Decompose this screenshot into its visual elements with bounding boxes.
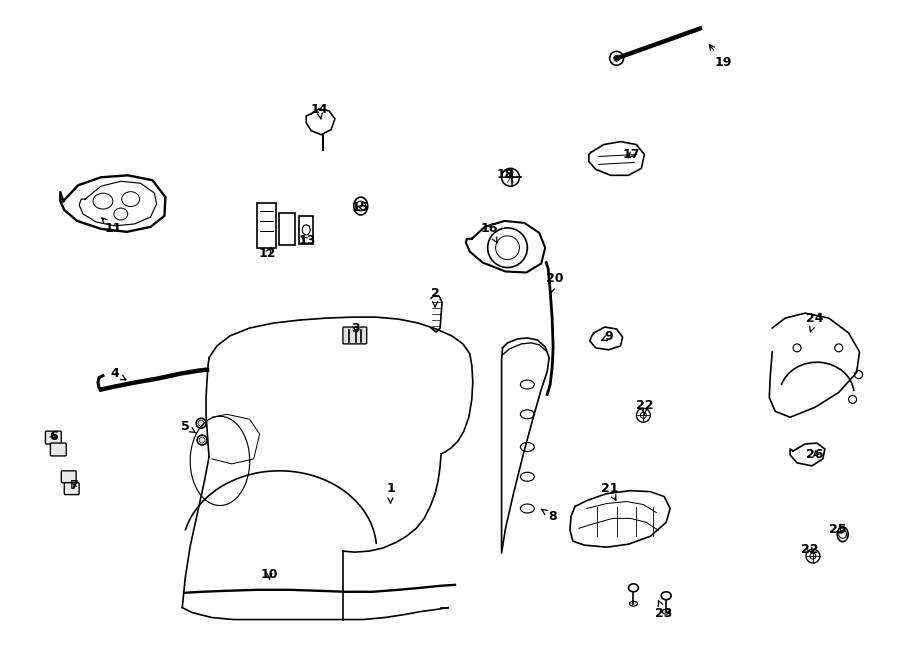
Text: 14: 14 [310,103,328,119]
Text: 15: 15 [352,200,370,214]
Bar [300,216,313,244]
Text: 12: 12 [259,247,276,260]
Circle shape [199,437,205,443]
Circle shape [614,56,619,61]
Text: 21: 21 [601,482,618,500]
FancyBboxPatch shape [64,483,79,494]
Text: 7: 7 [68,479,77,492]
Text: 16: 16 [481,222,499,243]
Ellipse shape [662,609,670,614]
FancyBboxPatch shape [61,471,76,483]
Text: 18: 18 [497,168,514,181]
Text: 5: 5 [181,420,196,433]
Text: 17: 17 [623,148,640,161]
Text: 25: 25 [829,523,847,536]
Text: 9: 9 [601,330,613,344]
Text: 2: 2 [431,287,439,307]
Text: 10: 10 [261,568,278,582]
Text: 23: 23 [655,600,673,620]
Text: 1: 1 [386,482,395,503]
Text: 22: 22 [801,543,819,556]
Text: 13: 13 [299,234,316,247]
Text: 19: 19 [709,45,733,69]
Text: 3: 3 [352,321,360,334]
Ellipse shape [629,602,637,606]
Text: 8: 8 [542,509,556,523]
FancyBboxPatch shape [343,327,366,344]
Text: 11: 11 [102,218,122,235]
Text: 24: 24 [806,311,824,332]
Text: 22: 22 [635,399,653,414]
Text: 6: 6 [49,430,58,443]
Text: 4: 4 [111,367,126,380]
FancyBboxPatch shape [45,431,61,444]
FancyBboxPatch shape [50,443,67,456]
Text: 26: 26 [806,448,824,461]
Circle shape [198,420,204,426]
Text: 20: 20 [546,272,564,293]
Bar [256,203,276,248]
Bar [279,213,295,245]
